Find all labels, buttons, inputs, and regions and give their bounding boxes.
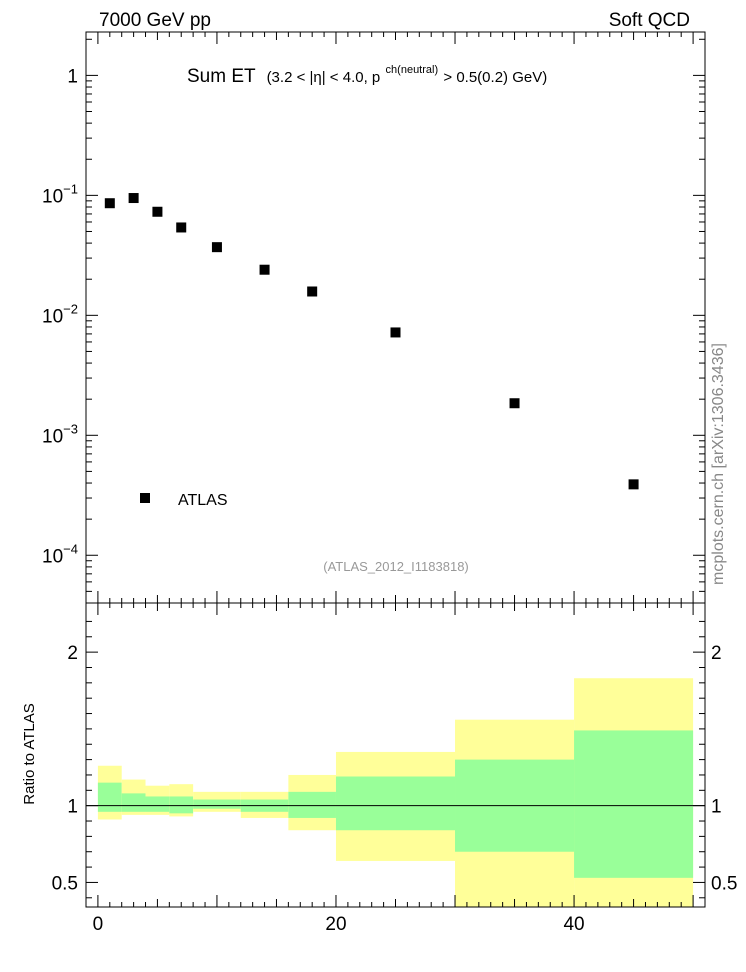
title-condition-a: (3.2 < |η| < 4.0, p <box>267 69 381 86</box>
side-credit: mcplots.cern.ch [arXiv:1306.3436] <box>710 343 727 585</box>
data-point-3 <box>176 222 187 233</box>
data-point-7 <box>390 327 401 338</box>
data-point-5 <box>259 264 270 275</box>
inner-band-bin-0 <box>97 782 122 812</box>
title-condition-sup: ch(neutral) <box>386 64 439 76</box>
main-y-tick-label-2: 10−2 <box>42 301 78 327</box>
ratio-y-tick-label-left-1: 1 <box>67 797 78 818</box>
legend-label: ATLAS <box>178 492 228 509</box>
data-point-4 <box>211 242 222 253</box>
tick-labels: 110−110−210−310−40.5 0.51 12 20 20 40 <box>42 66 737 935</box>
ratio-bands <box>97 678 694 907</box>
main-frame <box>85 31 706 604</box>
x-tick-label-1: 20 <box>325 914 346 935</box>
legend-marker <box>140 493 150 503</box>
inner-band-bin-4 <box>193 799 241 809</box>
data-points <box>104 193 639 490</box>
x-tick-label-2: 40 <box>563 914 584 935</box>
ratio-y-tick-label-left-0: 0.5 <box>52 873 78 894</box>
inner-band-bin-2 <box>145 796 170 812</box>
ratio-y-axis-label: Ratio to ATLAS <box>21 703 38 804</box>
ratio-y-tick-label-left-2: 2 <box>67 643 78 664</box>
data-point-9 <box>628 479 639 490</box>
x-tick-label-0: 0 <box>93 914 104 935</box>
chart-title: Sum ET (3.2 < |η| < 4.0, p ch(neutral) >… <box>187 57 547 87</box>
ratio-y-tick-label-right-0: 0.5 <box>711 873 737 894</box>
ratio-y-tick-label-right-2: 2 <box>711 643 722 664</box>
data-point-1 <box>128 193 139 204</box>
title-main: Sum ET <box>187 66 256 87</box>
inner-band-bin-1 <box>121 793 146 812</box>
ratio-y-tick-label-right-1: 1 <box>711 797 722 818</box>
data-point-0 <box>104 198 115 209</box>
data-point-2 <box>152 206 163 217</box>
header-right: Soft QCD <box>608 10 690 31</box>
inner-band-bin-9 <box>574 730 694 878</box>
analysis-watermark: (ATLAS_2012_I1183818) <box>323 559 469 574</box>
title-condition-b: > 0.5(0.2) GeV) <box>443 69 547 86</box>
data-point-6 <box>307 286 318 297</box>
inner-band-bin-7 <box>335 776 456 831</box>
main-y-tick-label-3: 10−3 <box>42 421 78 447</box>
main-y-tick-label-0: 1 <box>67 66 78 87</box>
header-left: 7000 GeV pp <box>99 10 211 31</box>
data-point-8 <box>509 398 520 409</box>
main-y-tick-label-4: 10−4 <box>42 541 78 567</box>
main-y-tick-label-1: 10−1 <box>42 181 78 207</box>
axis-ticks <box>86 32 705 907</box>
inner-band-bin-3 <box>169 796 194 814</box>
inner-band-bin-6 <box>288 791 336 818</box>
